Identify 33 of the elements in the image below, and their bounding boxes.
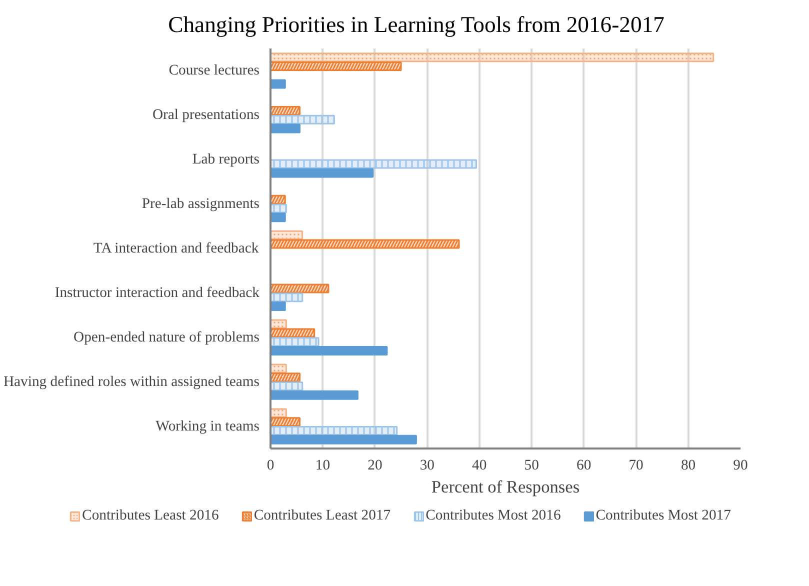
y-tick-label: Instructor interaction and feedback bbox=[54, 284, 260, 301]
legend-label: Contributes Least 2017 bbox=[254, 508, 391, 524]
x-tick-label: 40 bbox=[472, 458, 487, 474]
x-tick-label: 70 bbox=[628, 458, 644, 474]
bar bbox=[270, 212, 286, 222]
x-tick-label: 20 bbox=[368, 458, 382, 474]
y-tick-label: Oral presentations bbox=[152, 107, 260, 124]
y-tick-label: Having defined roles within assigned teams bbox=[3, 374, 260, 390]
bar bbox=[270, 346, 388, 356]
chart-title: Changing Priorities in Learning Tools from 2016-2017 bbox=[168, 12, 664, 37]
x-tick-label: 10 bbox=[315, 458, 330, 474]
bar bbox=[270, 434, 417, 444]
x-tick-label: 60 bbox=[576, 458, 592, 474]
y-tick-label: Lab reports bbox=[192, 152, 260, 168]
x-axis-title: Percent of Responses bbox=[431, 478, 580, 496]
bar bbox=[270, 302, 286, 312]
x-tick-label: 80 bbox=[680, 458, 696, 474]
bar bbox=[270, 79, 286, 89]
y-tick-label: TA interaction and feedback bbox=[93, 240, 260, 256]
bar bbox=[270, 168, 374, 178]
bar bbox=[270, 390, 358, 400]
y-tick-label: Pre-lab assignments bbox=[142, 196, 260, 212]
y-tick-label: Course lectures bbox=[168, 62, 260, 79]
legend-label: Contributes Most 2017 bbox=[596, 508, 731, 524]
legend-label: Contributes Least 2016 bbox=[82, 508, 219, 524]
x-tick-label: 90 bbox=[733, 458, 748, 474]
x-tick-label: 30 bbox=[420, 458, 434, 474]
x-tick-label: 50 bbox=[524, 458, 539, 474]
x-tick-label: 0 bbox=[266, 458, 274, 474]
y-tick-label: Working in teams bbox=[156, 418, 260, 434]
bar bbox=[270, 124, 300, 134]
legend-label: Contributes Most 2016 bbox=[426, 508, 561, 524]
y-tick-label: Open-ended nature of problems bbox=[74, 329, 260, 346]
